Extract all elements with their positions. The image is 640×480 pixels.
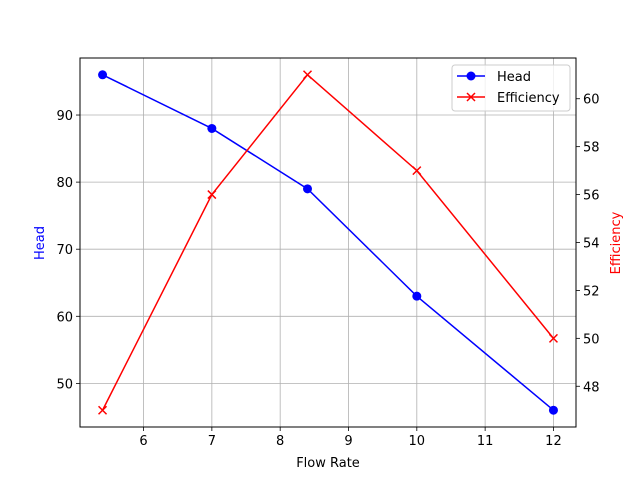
data-point-marker — [98, 70, 108, 80]
legend: Head Efficiency — [451, 64, 571, 112]
y2-axis-label: Efficiency — [609, 211, 624, 274]
data-point-marker — [548, 333, 558, 343]
data-point-marker — [412, 166, 422, 176]
y-tick-label: 90 — [56, 109, 73, 124]
x-tick-label: 8 — [276, 434, 284, 449]
y-tick-label: 50 — [56, 377, 73, 392]
data-point-marker — [412, 291, 422, 301]
x-tick-label: 11 — [477, 434, 494, 449]
y2-tick-label: 60 — [583, 93, 600, 108]
x-tick-label: 7 — [208, 434, 216, 449]
data-point-marker — [207, 190, 217, 200]
x-tick-label: 9 — [344, 434, 352, 449]
y2-axis-ticks: 48 50 52 54 56 58 60 — [576, 93, 600, 395]
y-axis-ticks: 50 60 70 80 90 — [56, 109, 80, 392]
y-tick-label: 60 — [56, 310, 73, 325]
legend-item-efficiency: Efficiency — [457, 91, 560, 106]
y2-tick-label: 56 — [583, 189, 600, 204]
grid-lines — [80, 58, 576, 427]
legend-label-head: Head — [497, 70, 531, 85]
x-tick-label: 6 — [139, 434, 147, 449]
y-tick-label: 70 — [56, 243, 73, 258]
data-point-marker — [98, 405, 108, 415]
y2-tick-label: 58 — [583, 141, 600, 156]
series-line-efficiency — [101, 73, 555, 411]
circle-icon — [466, 71, 476, 81]
y2-tick-label: 48 — [583, 380, 600, 395]
y2-tick-label: 54 — [583, 237, 600, 252]
data-point-marker — [548, 405, 558, 415]
y2-tick-label: 50 — [583, 332, 600, 347]
data-point-marker — [302, 70, 313, 80]
plot-series — [98, 70, 558, 415]
data-point-marker — [207, 123, 217, 133]
x-tick-label: 12 — [545, 434, 562, 449]
plot-frame — [79, 57, 577, 428]
x-tick-label: 10 — [409, 434, 426, 449]
legend-item-head: Head — [457, 70, 531, 85]
series-line-head — [102, 74, 554, 411]
y2-tick-label: 52 — [583, 284, 600, 299]
legend-label-efficiency: Efficiency — [497, 91, 560, 106]
y-axis-label: Head — [33, 226, 48, 260]
y-tick-label: 80 — [56, 176, 73, 191]
x-axis-label: Flow Rate — [296, 456, 360, 471]
x-axis-ticks: 6 7 8 9 10 11 12 — [139, 427, 562, 449]
data-point-marker — [303, 184, 313, 194]
x-icon — [466, 92, 476, 102]
